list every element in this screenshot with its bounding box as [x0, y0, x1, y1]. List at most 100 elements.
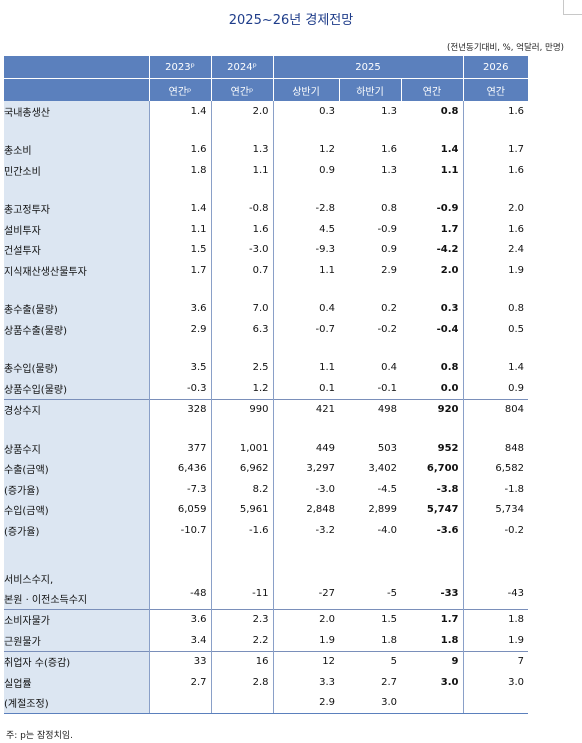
table-cell: 2.3 — [210, 608, 273, 630]
table-cell: 0.8 — [440, 105, 459, 117]
table-cell — [272, 420, 339, 438]
table-cell — [462, 121, 529, 140]
table-cell: 804 — [462, 398, 529, 420]
table-cell: -5 — [387, 587, 397, 599]
row-label: 근원물가 — [4, 630, 149, 651]
table-cell — [272, 121, 339, 140]
table-cell: 1.6 — [462, 101, 529, 122]
table-cell: 7 — [462, 650, 529, 672]
table-cell: 5,961 — [210, 499, 273, 520]
table-cell: 2.7 — [381, 676, 397, 688]
table-row: 실업률 2.7 2.8 3.3 2.7 3.0 3.0 — [4, 672, 529, 693]
table-cell: 3.0 — [440, 676, 459, 688]
table-cell: 3.4 — [148, 630, 211, 651]
table-row: (계절조정) 2.9 3.0 — [4, 692, 529, 714]
table-cell — [339, 541, 401, 559]
table-cell — [272, 339, 339, 358]
row-label: 민간소비 — [4, 160, 149, 181]
table-cell: 1.2 — [272, 139, 339, 160]
table-cell — [339, 122, 401, 140]
table-cell: 1.6 — [462, 160, 529, 181]
table-cell — [148, 280, 211, 299]
table-cell: 0.9 — [462, 378, 529, 399]
table-cell: 1.4 — [440, 144, 459, 156]
table-cell — [462, 540, 529, 559]
table-row: 경상수지 328 990 421 498 920 804 — [4, 398, 529, 420]
table-cell: 0.7 — [210, 260, 273, 281]
table-cell: 3.3 — [272, 672, 339, 693]
header-blank-2 — [4, 78, 149, 101]
unit-note: (전년동기대비, %, 억달러, 만명) — [447, 43, 564, 53]
table-cell: 1.4 — [148, 101, 211, 122]
table-cell: 2.0 — [440, 264, 459, 276]
table-cell: -48 — [148, 558, 211, 609]
row-label: 소비자물가 — [4, 608, 149, 630]
table-cell: 1.3 — [381, 105, 397, 117]
table-cell: 6,582 — [462, 458, 529, 479]
header-year-2023: 2023ᵖ — [148, 56, 211, 79]
table-cell: 1.6 — [148, 139, 211, 160]
table-cell: 0.3 — [272, 101, 339, 122]
page-title: 2025~26년 경제전망 — [228, 13, 354, 28]
table-cell: 1.6 — [210, 219, 273, 240]
table-cell: 1,001 — [210, 438, 273, 459]
table-cell: 1.8 — [148, 160, 211, 181]
table-cell — [462, 280, 529, 299]
row-label: 총소비 — [4, 139, 149, 160]
table-row — [4, 540, 529, 559]
table-cell: 3,402 — [368, 463, 397, 475]
table-cell — [401, 122, 463, 140]
table-cell — [210, 339, 273, 358]
table-cell: 2.5 — [210, 357, 273, 378]
table-cell: 0.0 — [440, 382, 459, 394]
row-label — [4, 339, 149, 358]
table-cell: 1.1 — [440, 164, 459, 176]
row-label — [4, 540, 149, 559]
table-cell: 920 — [401, 398, 464, 420]
table-cell — [272, 540, 339, 559]
table-cell: 1.8 — [462, 608, 529, 630]
table-row — [4, 180, 529, 199]
table-cell: 6.3 — [210, 319, 273, 340]
row-label: 총고정투자 — [4, 198, 149, 219]
table-cell — [148, 420, 211, 438]
table-cell — [210, 420, 273, 438]
table-cell: 0.8 — [440, 362, 459, 374]
table-cell — [148, 180, 211, 199]
table-cell: 0.2 — [381, 303, 397, 315]
table-cell: 0.1 — [272, 378, 339, 399]
table-cell: 0.5 — [462, 319, 529, 340]
table-cell — [462, 692, 529, 714]
row-label: 총수입(물량) — [4, 357, 149, 378]
table-row: 상품수입(물량) -0.3 1.2 0.1 -0.1 0.0 0.9 — [4, 378, 529, 399]
table-cell — [339, 340, 401, 358]
header-year-2024: 2024ᵖ — [210, 56, 273, 79]
table-cell — [401, 541, 463, 559]
header-blank — [4, 56, 149, 79]
table-cell: 0.3 — [440, 303, 459, 315]
table-cell: 0.8 — [462, 298, 529, 319]
table-cell — [462, 420, 529, 438]
table-row: 총소비 1.6 1.3 1.2 1.6 1.4 1.7 — [4, 139, 529, 160]
footnote: 주: p는 잠정치임. — [6, 731, 74, 741]
row-label: 수출(금액) — [4, 458, 149, 479]
table-cell: -4.5 — [377, 483, 397, 495]
table-cell: 0.9 — [272, 160, 339, 181]
table-cell: -33 — [440, 587, 459, 599]
table-cell: -27 — [272, 558, 339, 609]
header-period: 연간 — [400, 78, 464, 101]
table-cell — [148, 121, 211, 140]
header-period: 상반기 — [272, 78, 339, 101]
table-cell — [210, 280, 273, 299]
table-cell: -0.2 — [377, 323, 397, 335]
table-cell: -4.2 — [436, 244, 459, 256]
table-cell: 1.7 — [440, 223, 459, 235]
table-row: 총수출(물량) 3.6 7.0 0.4 0.2 0.3 0.8 — [4, 298, 529, 319]
table-cell: -0.9 — [377, 223, 397, 235]
table-cell: 2.0 — [462, 198, 529, 219]
table-cell — [272, 180, 339, 199]
table-row: 서비스수지, 본원 · 이전소득수지 -48 -11 -27 -5 -33 -43 — [4, 558, 529, 609]
table-cell: 2.4 — [462, 239, 529, 260]
table-cell: -0.2 — [462, 520, 529, 541]
table-cell: -4.0 — [377, 524, 397, 536]
